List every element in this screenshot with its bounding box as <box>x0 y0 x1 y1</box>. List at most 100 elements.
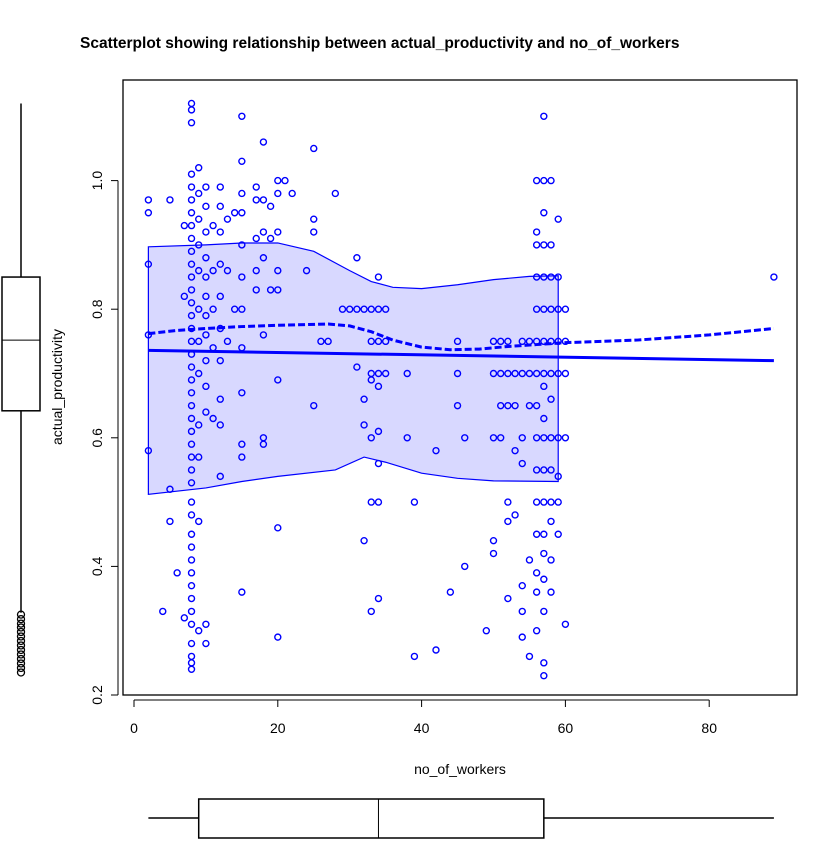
data-point <box>504 498 512 506</box>
data-point <box>238 344 246 352</box>
data-point <box>187 498 196 506</box>
data-point <box>532 569 541 577</box>
data-point <box>489 434 498 442</box>
data-point <box>187 479 196 487</box>
data-point <box>547 273 555 281</box>
data-point <box>532 627 541 635</box>
data-point <box>252 196 260 204</box>
data-point <box>518 607 526 616</box>
data-point <box>432 646 440 654</box>
data-point <box>202 639 210 648</box>
data-point <box>504 369 512 378</box>
data-point <box>187 543 196 551</box>
data-point <box>166 485 174 493</box>
data-point <box>166 517 174 526</box>
spread-band-area <box>147 242 559 496</box>
data-point <box>540 369 548 378</box>
data-point <box>274 286 282 294</box>
data-point <box>238 389 246 397</box>
data-point <box>770 273 778 281</box>
data-point <box>518 459 526 468</box>
data-point <box>144 196 153 204</box>
data-point <box>554 273 562 281</box>
data-point <box>259 138 268 146</box>
data-point <box>374 459 383 468</box>
x-tick-label: 20 <box>270 720 286 736</box>
data-point <box>195 266 203 275</box>
data-point <box>195 241 203 249</box>
data-point <box>547 588 555 596</box>
data-point <box>195 305 203 313</box>
data-point <box>540 498 548 506</box>
data-point <box>144 446 153 455</box>
data-point <box>540 549 548 558</box>
data-point <box>547 466 555 474</box>
data-point <box>274 376 282 384</box>
data-point <box>453 369 462 378</box>
data-point <box>374 594 383 603</box>
data-point <box>367 607 375 616</box>
data-point <box>511 511 519 519</box>
data-point <box>540 337 548 346</box>
data-point <box>187 337 196 346</box>
data-point <box>209 221 217 230</box>
data-point <box>561 434 570 442</box>
data-point <box>381 305 390 313</box>
data-point <box>187 106 196 114</box>
data-point <box>547 517 555 526</box>
y-box-outlier <box>16 619 26 628</box>
data-point <box>187 286 196 294</box>
data-point <box>532 434 541 442</box>
data-point <box>540 434 548 442</box>
data-point <box>374 427 383 436</box>
smooth-line <box>148 322 775 352</box>
data-point <box>216 202 224 211</box>
data-point <box>410 498 419 506</box>
data-point <box>180 614 189 622</box>
x-boxplot <box>148 798 774 839</box>
y-boxplot <box>1 103 41 677</box>
data-point <box>216 260 224 268</box>
data-point <box>360 421 368 429</box>
data-point <box>274 266 282 275</box>
data-point <box>187 183 196 191</box>
data-point <box>187 234 196 243</box>
data-point <box>266 286 275 294</box>
data-point <box>561 369 570 378</box>
data-point <box>216 324 224 333</box>
data-point <box>525 401 534 410</box>
data-point <box>202 311 210 320</box>
data-point <box>504 337 512 346</box>
data-point <box>216 472 224 481</box>
data-point <box>532 588 541 596</box>
data-point <box>195 627 203 635</box>
data-point <box>532 228 541 236</box>
data-point <box>180 221 189 230</box>
data-point <box>410 652 419 661</box>
data-point <box>159 607 167 616</box>
data-point <box>540 530 548 538</box>
data-point <box>209 344 217 352</box>
data-point <box>540 209 548 217</box>
y-box-outlier <box>16 641 26 650</box>
data-point <box>547 305 555 313</box>
data-point <box>173 569 181 577</box>
data-point <box>259 440 268 448</box>
data-point <box>187 260 196 268</box>
x-tick-label: 80 <box>701 720 717 736</box>
y-box-outlier <box>16 623 26 632</box>
data-point <box>554 498 562 506</box>
data-point <box>195 517 203 526</box>
data-point <box>195 369 203 378</box>
data-point <box>367 498 375 506</box>
data-point <box>238 112 246 121</box>
data-point <box>223 266 232 275</box>
data-point <box>187 594 196 603</box>
data-point <box>144 209 153 217</box>
data-point <box>195 164 203 172</box>
data-point <box>187 363 196 371</box>
data-point <box>238 440 246 448</box>
data-point <box>374 369 383 378</box>
data-point <box>209 266 217 275</box>
